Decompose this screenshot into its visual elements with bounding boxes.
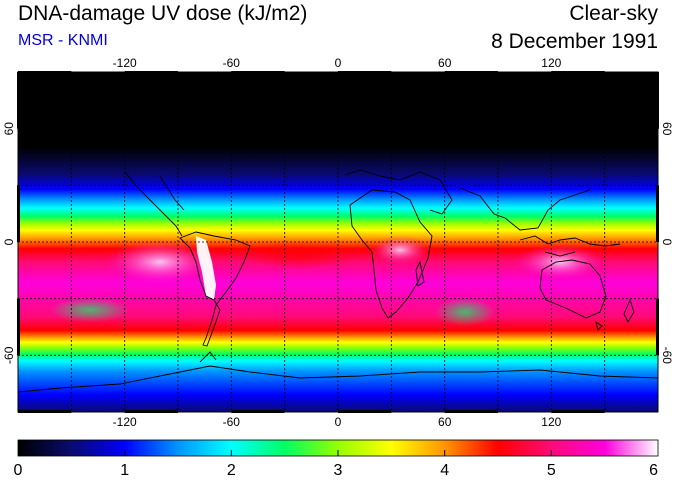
condition-label: Clear-sky [569,2,658,25]
colorbar-ticks [124,450,552,456]
graticule [18,72,658,412]
colorbar-label: 5 [547,462,556,479]
lat-label: -60 [2,346,16,364]
coastlines [18,169,658,393]
lat-labels-left: 60 0 -60 [2,122,16,364]
lon-labels-bottom: -120 -60 0 60 120 [113,415,562,429]
lat-label: 0 [2,238,16,245]
colorbar-label: 4 [440,462,449,479]
lon-label: -120 [113,415,137,429]
lon-label: 0 [335,56,342,70]
colorbar-label: 0 [14,462,23,479]
colorbar-label: 3 [334,462,343,479]
lon-label: 120 [541,415,561,429]
colorbar-label: 2 [227,462,236,479]
colorbar-label: 1 [120,462,129,479]
chart-title: DNA-damage UV dose (kJ/m2) [18,2,308,25]
lat-label: 60 [660,122,674,136]
lon-label: 60 [438,415,452,429]
lon-label: 60 [438,56,452,70]
lat-label: 0 [660,239,674,246]
colorbar: 0 1 2 3 4 5 6 [14,439,659,479]
lon-label: 120 [541,56,561,70]
lon-label: -60 [223,56,241,70]
lon-label: 0 [335,415,342,429]
lat-labels-right: 60 0 -60 [660,122,674,364]
lon-labels-top: -120 -60 0 60 120 [113,56,562,70]
lat-label: 60 [2,122,16,136]
lat-label: -60 [660,347,674,365]
date-label: 8 December 1991 [491,30,658,53]
colorbar-label: 6 [649,462,658,479]
lon-label: -120 [113,56,137,70]
map-frame [17,71,659,413]
lon-label: -60 [223,415,241,429]
source-label: MSR - KNMI [18,32,108,49]
andes-hotspot [196,236,216,300]
